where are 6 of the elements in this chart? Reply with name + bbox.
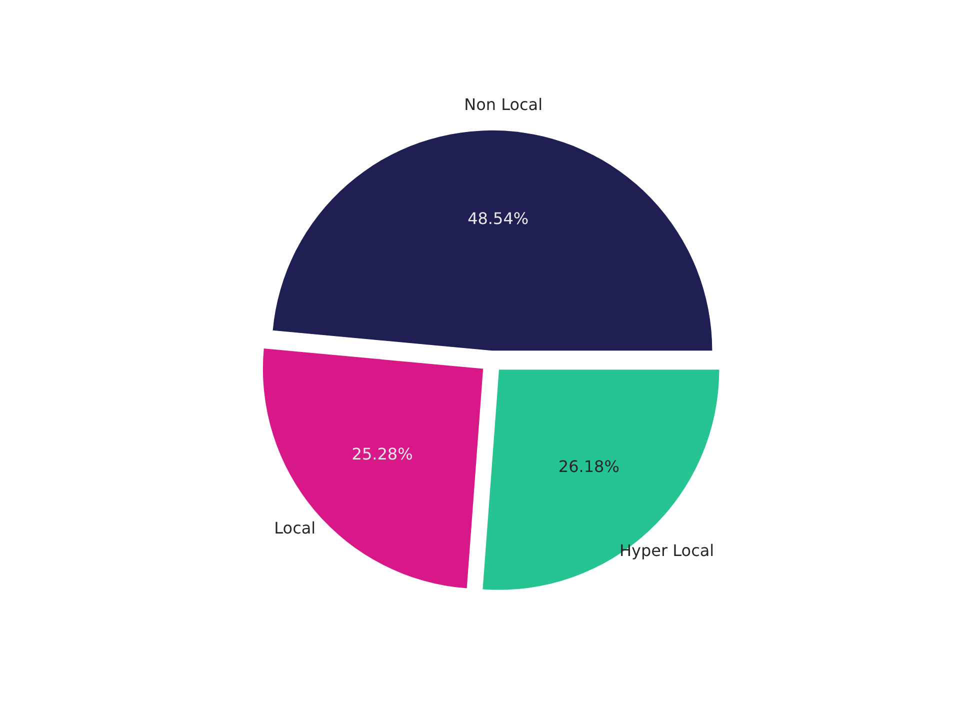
slice-label: Local: [274, 518, 316, 538]
data-label: 26.18%: [558, 456, 620, 476]
slice-label: Hyper Local: [619, 540, 714, 560]
data-label: 48.54%: [468, 209, 529, 228]
slice-label: Non Local: [464, 94, 543, 114]
data-label: 25.28%: [352, 444, 413, 464]
